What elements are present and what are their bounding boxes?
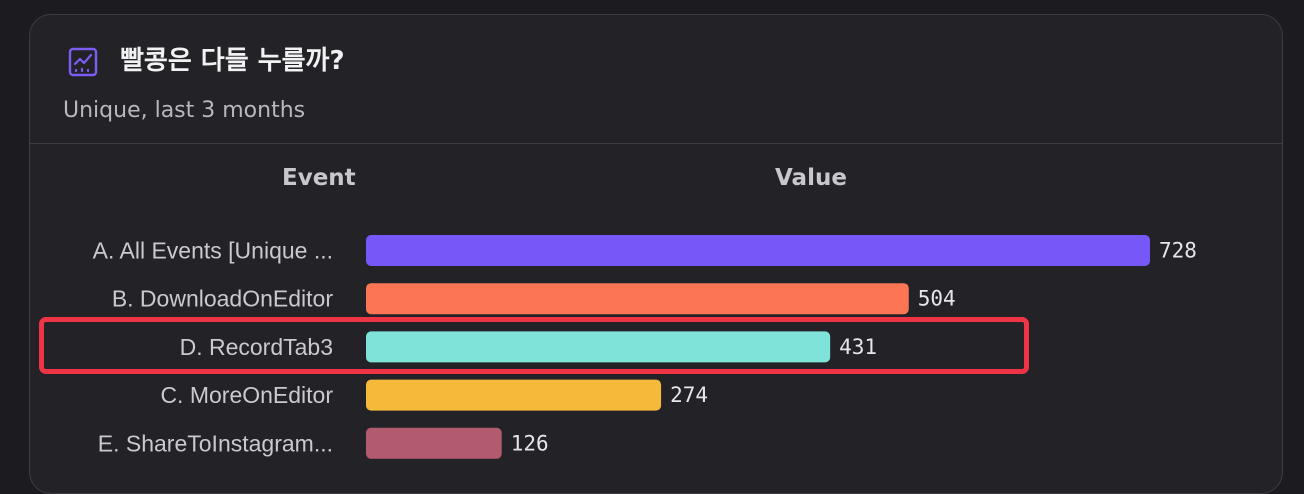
highlight-box <box>39 317 1029 374</box>
report-subtitle: Unique, last 3 months <box>63 98 306 123</box>
value-label-a-all-events-unique: 728 <box>1159 239 1197 263</box>
category-label-e-sharetoinstagram: E. ShareToInstagram... <box>98 430 333 456</box>
category-label-d-recordtab3: D. RecordTab3 <box>180 334 333 360</box>
value-label-c-moreoneditor: 274 <box>670 383 708 407</box>
bar-e-sharetoinstagram[interactable] <box>366 427 502 459</box>
bar-chart: A. All Events [Unique ... 728 B. DownloadO… <box>93 235 1197 459</box>
value-column-header: Value <box>775 165 847 191</box>
bar-a-all-events-unique[interactable] <box>366 235 1150 266</box>
bar-b-downloadoneditor[interactable] <box>366 283 909 315</box>
category-label-c-moreoneditor: C. MoreOnEditor <box>160 382 333 408</box>
bar-c-moreoneditor[interactable] <box>366 379 662 411</box>
report-title[interactable]: 빨콩은 다들 누를까? <box>120 46 345 76</box>
event-column-header: Event <box>282 165 356 191</box>
category-label-b-downloadoneditor: B. DownloadOnEditor <box>112 286 334 312</box>
value-label-b-downloadoneditor: 504 <box>918 287 956 311</box>
category-label-a-all-events-unique: A. All Events [Unique ... <box>93 238 333 264</box>
line-chart-icon[interactable] <box>68 47 98 77</box>
bar-d-recordtab3[interactable] <box>366 331 831 363</box>
report-header: 빨콩은 다들 누를까? Unique, last 3 months <box>30 15 1282 144</box>
value-label-d-recordtab3: 431 <box>839 335 877 359</box>
value-label-e-sharetoinstagram: 126 <box>511 431 549 455</box>
